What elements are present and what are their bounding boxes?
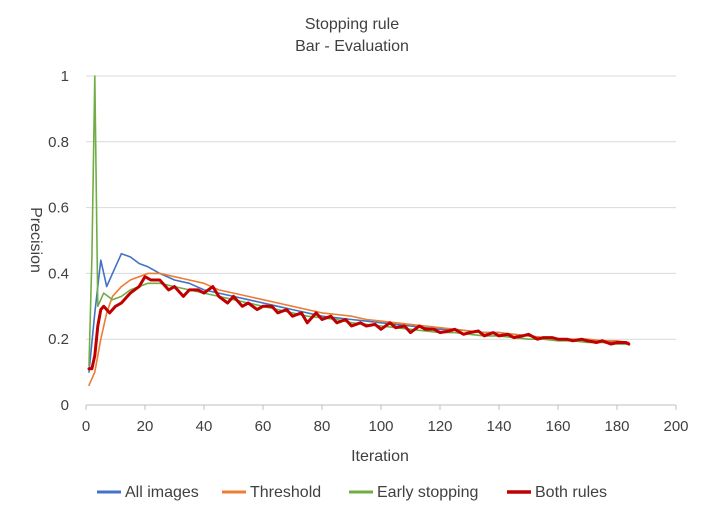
y-tick-label: 0.2 <box>48 331 69 348</box>
y-axis-title: Precision <box>27 207 44 273</box>
legend-label-both-rules: Both rules <box>535 484 607 501</box>
y-tick-label: 0 <box>61 397 69 414</box>
series-line-all-images <box>88 252 630 373</box>
x-tick-label: 20 <box>137 418 154 435</box>
legend-label-threshold: Threshold <box>250 484 321 501</box>
y-tick-label: 0.4 <box>48 265 69 282</box>
axes: 0 0.2 0.4 0.6 0.8 1 0 20 40 60 80 100 120 140 160 180 20… <box>48 68 688 435</box>
x-tick-label: 60 <box>255 418 272 435</box>
series-line-both-rules <box>87 275 631 371</box>
x-tick-label: 80 <box>314 418 331 435</box>
y-tick-label: 0.6 <box>48 200 69 217</box>
y-tick-label: 1 <box>61 68 69 85</box>
legend-label-all-images: All images <box>125 484 199 501</box>
y-tick-label: 0.8 <box>48 134 69 151</box>
x-tick-label: 140 <box>486 418 511 435</box>
x-tick-label: 200 <box>663 418 688 435</box>
chart-subtitle: Bar - Evaluation <box>295 38 409 55</box>
x-tick-label: 160 <box>545 418 570 435</box>
x-axis-title: Iteration <box>351 448 409 465</box>
x-tick-label: 40 <box>196 418 213 435</box>
x-tick-label: 120 <box>427 418 452 435</box>
chart-title: Stopping rule <box>305 16 399 33</box>
x-tick-label: 100 <box>368 418 393 435</box>
x-tick-label: 0 <box>82 418 90 435</box>
legend-label-early-stopping: Early stopping <box>377 484 478 501</box>
legend: All images Threshold Early stopping Both ru… <box>97 484 607 501</box>
x-tick-label: 180 <box>604 418 629 435</box>
grid <box>86 75 676 340</box>
series-lines <box>87 75 631 387</box>
